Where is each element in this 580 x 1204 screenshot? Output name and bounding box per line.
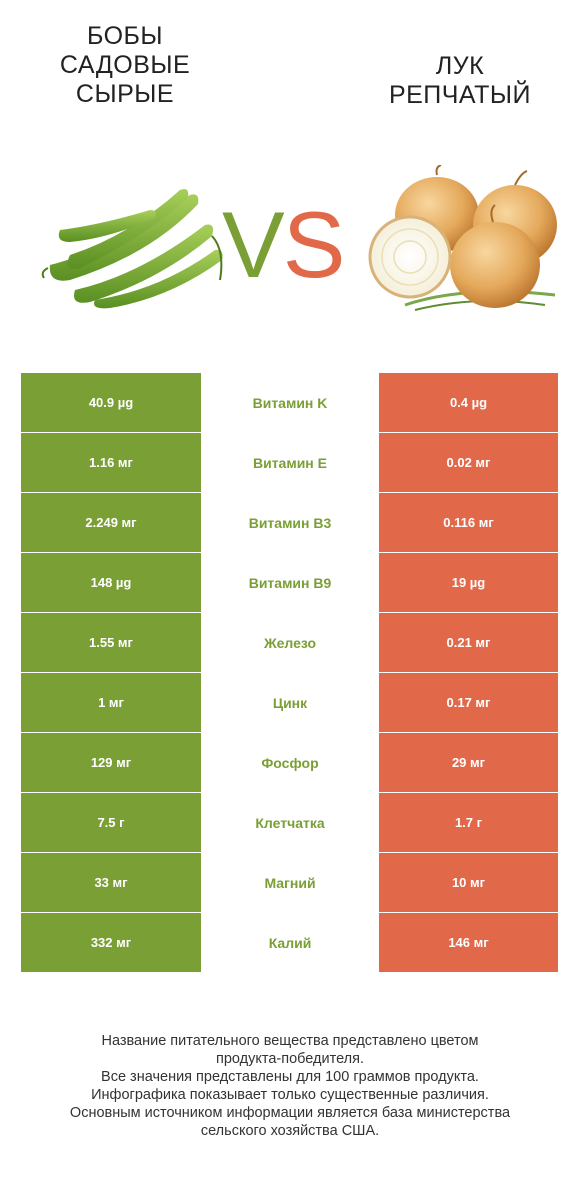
table-row: 1.16 мг Витамин E 0.02 мг: [21, 433, 558, 492]
onions-illustration: [368, 165, 557, 311]
table-row: 40.9 µg Витамин K 0.4 µg: [21, 373, 558, 432]
right-title-line: ЛУК: [435, 52, 485, 80]
vs-s: S: [282, 192, 346, 297]
nutrient-name: Витамин B9: [201, 553, 379, 612]
left-value: 332 мг: [21, 913, 201, 972]
nutrient-table: 40.9 µg Витамин K 0.4 µg 1.16 мг Витамин…: [21, 373, 558, 973]
table-row: 1.55 мг Железо 0.21 мг: [21, 613, 558, 672]
nutrient-name: Калий: [201, 913, 379, 972]
right-value: 0.21 мг: [379, 613, 558, 672]
right-value: 146 мг: [379, 913, 558, 972]
nutrient-name: Витамин E: [201, 433, 379, 492]
right-value: 1.7 г: [379, 793, 558, 852]
nutrient-name: Цинк: [201, 673, 379, 732]
nutrient-name: Витамин K: [201, 373, 379, 432]
nutrient-name: Клетчатка: [201, 793, 379, 852]
right-value: 10 мг: [379, 853, 558, 912]
footer-line: Основным источником информации является …: [69, 1105, 511, 1121]
left-value: 2.249 мг: [21, 493, 201, 552]
vs-label: VS: [222, 198, 345, 292]
right-value: 29 мг: [379, 733, 558, 792]
left-value: 1 мг: [21, 673, 201, 732]
left-title-line: САДОВЫЕ: [59, 51, 191, 79]
nutrient-name: Фосфор: [201, 733, 379, 792]
footer-line: Название питательного вещества представл…: [101, 1033, 479, 1049]
left-title-line: БОБЫ: [86, 22, 164, 50]
footer-line: продукта-победителя.: [215, 1051, 365, 1067]
left-value: 40.9 µg: [21, 373, 201, 432]
right-value: 0.02 мг: [379, 433, 558, 492]
footer-line: Инфографика показывает только существенн…: [91, 1087, 489, 1103]
table-row: 2.249 мг Витамин B3 0.116 мг: [21, 493, 558, 552]
left-value: 129 мг: [21, 733, 201, 792]
left-value: 7.5 г: [21, 793, 201, 852]
table-row: 7.5 г Клетчатка 1.7 г: [21, 793, 558, 852]
table-row: 332 мг Калий 146 мг: [21, 913, 558, 972]
footer-line: сельского хозяйства США.: [200, 1123, 380, 1139]
left-value: 1.55 мг: [21, 613, 201, 672]
left-value: 148 µg: [21, 553, 201, 612]
nutrient-name: Железо: [201, 613, 379, 672]
right-value: 19 µg: [379, 553, 558, 612]
left-value: 1.16 мг: [21, 433, 201, 492]
right-title-line: РЕПЧАТЫЙ: [388, 81, 532, 109]
footer-note: Название питательного вещества представл…: [20, 1032, 560, 1140]
table-row: 33 мг Магний 10 мг: [21, 853, 558, 912]
left-value: 33 мг: [21, 853, 201, 912]
broad-beans-illustration: [41, 189, 223, 309]
vs-v: V: [222, 192, 285, 297]
right-value: 0.4 µg: [379, 373, 558, 432]
table-row: 129 мг Фосфор 29 мг: [21, 733, 558, 792]
left-title-line: СЫРЫЕ: [75, 80, 175, 108]
right-value: 0.17 мг: [379, 673, 558, 732]
right-value: 0.116 мг: [379, 493, 558, 552]
nutrient-name: Магний: [201, 853, 379, 912]
left-product-title: БОБЫ САДОВЫЕ СЫРЫЕ: [30, 22, 220, 109]
nutrient-name: Витамин B3: [201, 493, 379, 552]
table-row: 148 µg Витамин B9 19 µg: [21, 553, 558, 612]
footer-line: Все значения представлены для 100 граммо…: [101, 1069, 479, 1085]
right-product-title: ЛУК РЕПЧАТЫЙ: [360, 52, 560, 110]
table-row: 1 мг Цинк 0.17 мг: [21, 673, 558, 732]
